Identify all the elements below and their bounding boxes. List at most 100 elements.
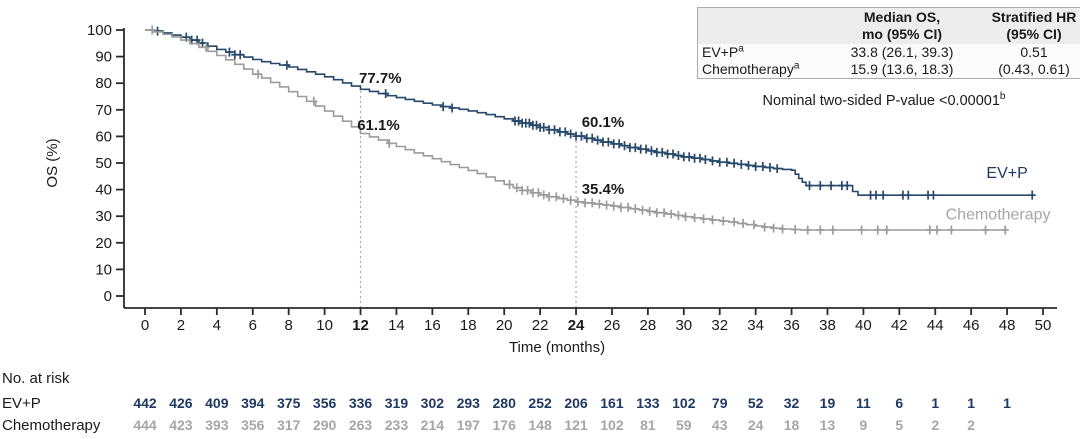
stats-table: Median OS, mo (95% CI) Stratified HR (95…	[697, 7, 1080, 79]
ev-p-censor-mark	[283, 60, 291, 70]
risk-count-chemotherapy-month-42: 5	[895, 417, 904, 433]
risk-count-ev-p-month-26: 161	[600, 395, 624, 411]
risk-count-ev-p-month-36: 32	[783, 395, 800, 411]
x-tick-label-38: 38	[819, 317, 836, 334]
ev-p-censor-mark	[594, 135, 602, 145]
risk-count-ev-p-month-0: 442	[133, 395, 157, 411]
chemotherapy-censor-mark	[552, 192, 560, 202]
stats-chemo-hr: (0.43, 0.61)	[984, 61, 1080, 79]
risk-table-title: No. at risk	[2, 370, 70, 387]
x-tick-label-16: 16	[424, 317, 441, 334]
chemotherapy-censor-mark	[595, 199, 603, 209]
risk-count-chemotherapy-month-30: 59	[676, 417, 692, 433]
risk-row-label-evp: EV+P	[2, 395, 41, 412]
ev-p-censor-mark	[674, 151, 682, 161]
risk-count-ev-p-month-16: 302	[420, 395, 445, 411]
ev-p-censor-mark	[1028, 190, 1036, 200]
chemotherapy-censor-mark	[730, 217, 738, 227]
chemotherapy-censor-mark	[638, 205, 646, 215]
risk-count-chemotherapy-month-26: 102	[600, 417, 624, 433]
hr-header-line2: (95% CI)	[1006, 26, 1062, 42]
chemotherapy-censor-mark	[624, 202, 632, 212]
footnote-marker-a2: a	[793, 60, 800, 72]
ev-p-censor-mark	[642, 144, 650, 154]
y-tick-label-50: 50	[95, 155, 112, 172]
stats-row-chemo: Chemotherapya 15.9 (13.6, 18.3) (0.43, 0…	[697, 60, 1080, 79]
ev-p-censor-mark	[723, 157, 731, 167]
ev-p-censor-mark	[773, 164, 781, 174]
y-tick-label-0: 0	[104, 288, 112, 305]
chemotherapy-censor-mark	[610, 201, 618, 211]
chemotherapy-censor-mark	[883, 225, 891, 235]
ev-p-censor-mark	[669, 149, 677, 159]
chemotherapy-censor-mark	[506, 180, 514, 190]
risk-count-ev-p-month-12: 336	[348, 395, 373, 411]
risk-count-ev-p-month-6: 394	[241, 395, 265, 411]
ev-p-censor-mark	[744, 160, 752, 170]
ev-p-censor-mark	[716, 157, 724, 167]
curve-label-ev-p: EV+P	[986, 165, 1027, 182]
x-tick-label-48: 48	[999, 317, 1016, 334]
risk-count-ev-p-month-42: 6	[895, 395, 904, 411]
chemotherapy-censor-mark	[588, 198, 596, 208]
ev-p-censor-mark	[236, 50, 244, 60]
footnote-marker-b: b	[999, 91, 1006, 103]
chemotherapy-censor-mark	[310, 96, 318, 106]
ev-p-censor-mark	[577, 131, 585, 141]
x-tick-label-0: 0	[141, 317, 149, 334]
risk-count-chemotherapy-month-40: 9	[859, 417, 868, 433]
chemotherapy-censor-mark	[567, 195, 575, 205]
x-tick-label-8: 8	[285, 317, 293, 334]
chemotherapy-censor-mark	[947, 225, 955, 235]
y-tick-label-100: 100	[87, 22, 112, 39]
ev-p-censor-mark	[737, 159, 745, 169]
ev-p-censor-mark	[904, 190, 912, 200]
y-tick-label-60: 60	[95, 128, 112, 145]
risk-count-chemotherapy-month-0: 444	[133, 417, 157, 433]
risk-count-ev-p-month-40: 11	[855, 395, 871, 411]
risk-count-ev-p-month-44: 1	[931, 395, 940, 411]
risk-count-chemotherapy-month-24: 121	[564, 417, 588, 433]
ev-p-censor-mark	[806, 181, 814, 191]
stats-evp-median: 33.8 (26.1, 39.3)	[820, 44, 984, 61]
median-os-header-line2: mo (95% CI)	[861, 26, 943, 42]
risk-count-ev-p-month-30: 102	[672, 395, 696, 411]
ev-p-censor-mark	[588, 133, 596, 143]
risk-count-ev-p-month-8: 375	[276, 395, 301, 411]
ev-p-censor-mark	[515, 116, 523, 126]
ev-p-censor-mark	[647, 146, 655, 156]
chemotherapy-censor-mark	[534, 188, 542, 198]
ev-p-censor-mark	[701, 155, 709, 165]
chemotherapy-censor-mark	[513, 183, 521, 193]
x-tick-label-10: 10	[316, 317, 333, 334]
chemotherapy-censor-mark	[709, 215, 717, 225]
chemotherapy-censor-mark	[933, 225, 941, 235]
risk-count-chemotherapy-month-28: 81	[640, 417, 656, 433]
ev-p-censor-mark	[843, 181, 851, 191]
chemotherapy-censor-mark	[617, 202, 625, 212]
ev-p-censor-mark	[685, 152, 693, 162]
chemotherapy-censor-mark	[660, 208, 668, 218]
y-tick-label-90: 90	[95, 49, 112, 66]
ev-p-censor-mark	[929, 190, 937, 200]
chemotherapy-censor-mark	[791, 225, 799, 234]
chemotherapy-censor-mark	[559, 194, 567, 204]
risk-count-ev-p-month-32: 79	[711, 395, 728, 411]
risk-count-ev-p-month-46: 1	[967, 395, 976, 411]
ev-p-censor-mark	[225, 47, 233, 57]
footnote-marker-a: a	[738, 43, 744, 55]
median-os-header-line1: Median OS,	[863, 9, 941, 25]
ev-p-censor-mark	[567, 129, 575, 139]
risk-count-chemotherapy-month-32: 43	[711, 417, 728, 433]
stats-row-evp-label: EV+Pa	[697, 43, 820, 61]
risk-count-chemotherapy-month-20: 176	[492, 417, 516, 433]
x-tick-label-24: 24	[568, 317, 585, 334]
ev-p-censor-mark	[658, 147, 666, 157]
x-tick-label-32: 32	[711, 317, 728, 334]
x-tick-label-30: 30	[675, 317, 692, 334]
chemotherapy-censor-mark	[667, 209, 675, 219]
x-tick-label-26: 26	[604, 317, 621, 334]
chemotherapy-censor-mark	[691, 213, 699, 223]
chemotherapy-censor-mark	[646, 206, 654, 216]
risk-count-chemotherapy-month-18: 197	[456, 417, 480, 433]
